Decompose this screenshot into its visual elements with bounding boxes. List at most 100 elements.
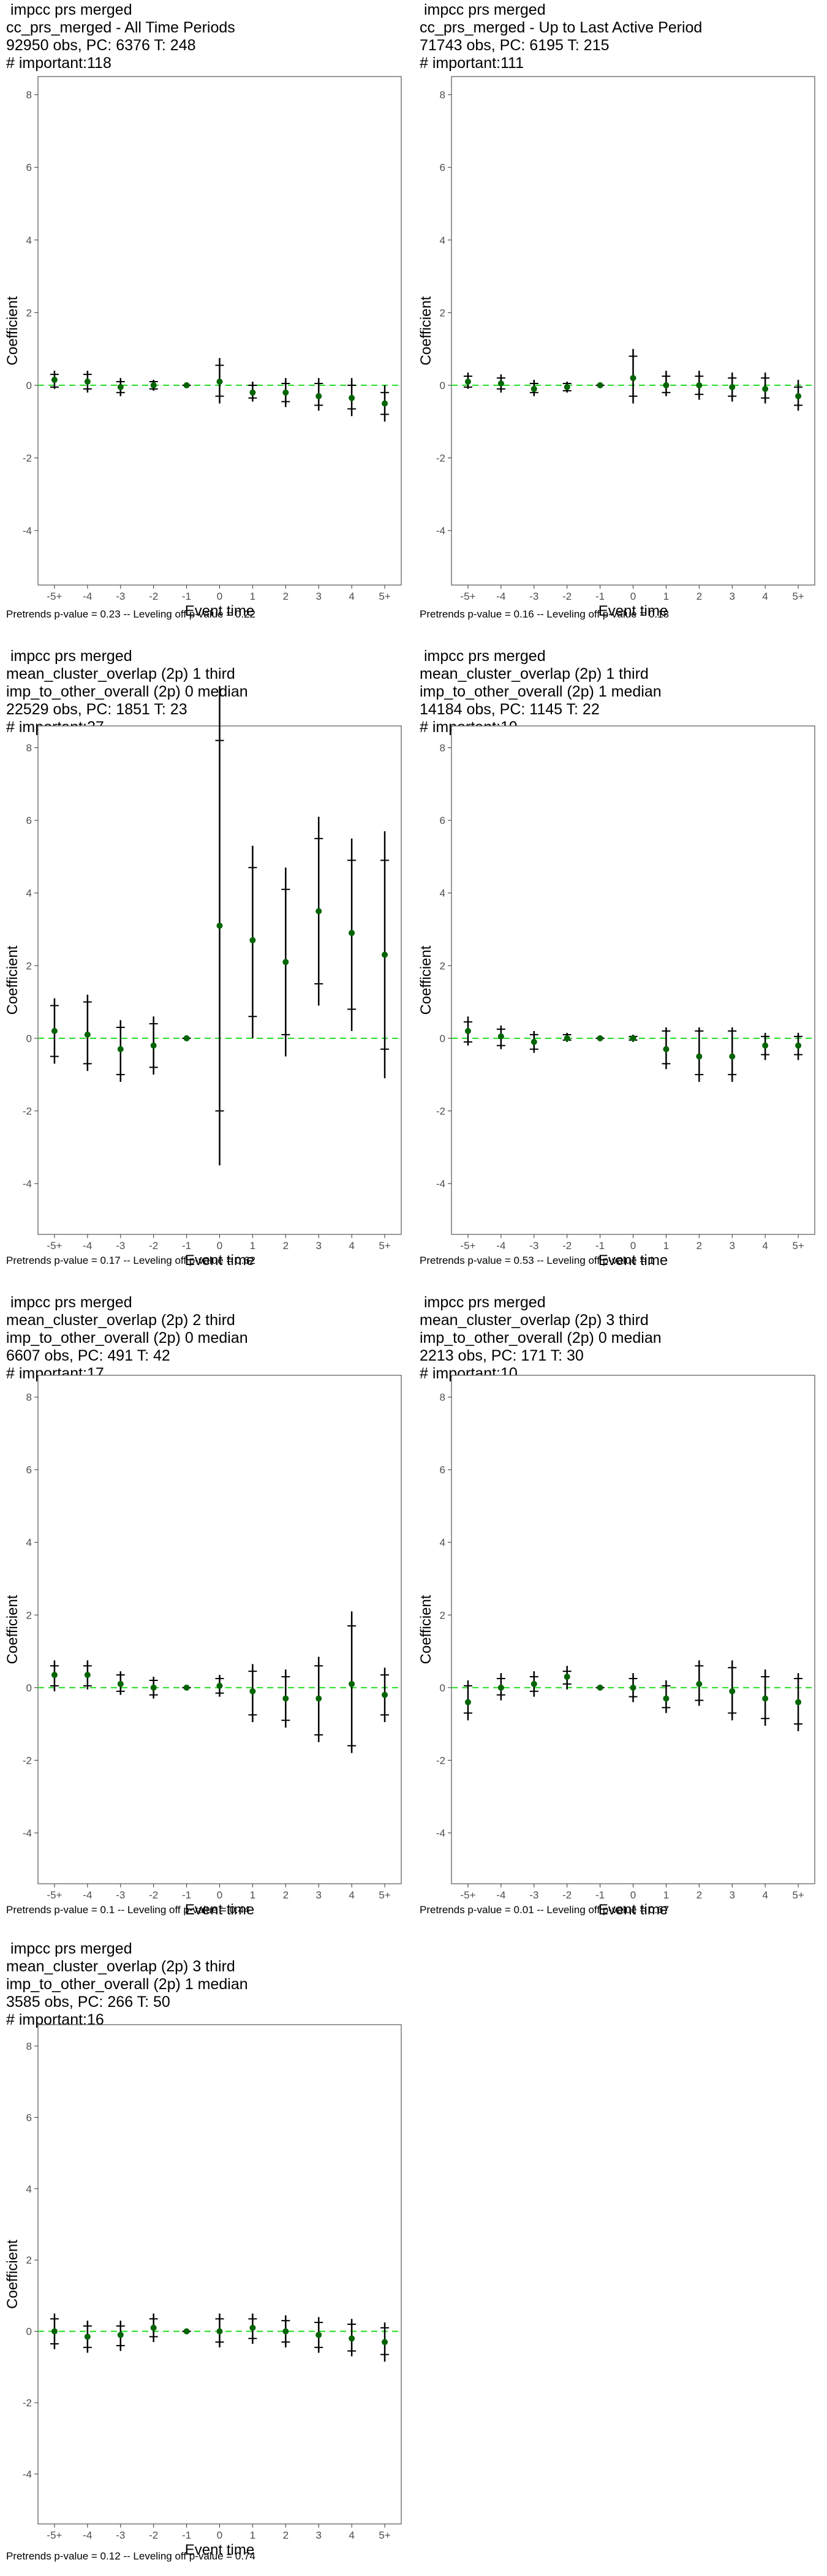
chart-title-line: impcc prs merged — [6, 1, 132, 18]
x-tick-label: 5+ — [792, 1889, 804, 1901]
x-tick-label: -3 — [116, 591, 125, 602]
chart-title-line: # important:118 — [6, 55, 111, 72]
chart-footer-pvalues: Pretrends p-value = 0.16 -- Leveling off… — [420, 608, 669, 620]
data-point — [382, 2339, 388, 2346]
x-tick-label: 3 — [315, 1889, 321, 1901]
x-tick-label: -4 — [83, 2529, 92, 2541]
y-axis-label: Coefficient — [418, 1595, 434, 1664]
chart-title-line: 22529 obs, PC: 1851 T: 23 — [6, 701, 187, 718]
x-tick-label: -2 — [562, 1240, 572, 1252]
y-tick-label: 2 — [440, 1609, 445, 1621]
x-tick-label: 0 — [217, 2529, 222, 2541]
chart-title-line: impcc prs merged — [420, 1294, 546, 1311]
x-tick-label: 1 — [663, 1240, 669, 1252]
y-tick-label: 2 — [440, 307, 445, 319]
data-point — [630, 375, 636, 382]
data-point — [249, 389, 256, 396]
x-tick-label: -5+ — [47, 1889, 62, 1901]
chart-plot: -4 -2 0 2 4 6 8 -5+ -4 -3 -2 -1 0 1 2 3 4 5+ Event time Coe… — [4, 76, 402, 619]
data-point — [150, 1684, 157, 1691]
chart-title-line: imp_to_other_overall (2p) 1 median — [6, 1976, 248, 1993]
data-point — [315, 908, 322, 915]
y-axis-label: Coefficient — [418, 296, 434, 365]
chart-title-line: cc_prs_merged - Up to Last Active Period — [420, 19, 703, 36]
y-tick-label: 4 — [440, 888, 445, 899]
x-tick-label: 0 — [217, 1889, 222, 1901]
data-point — [282, 2328, 289, 2335]
y-axis-label: Coefficient — [4, 296, 21, 365]
x-tick-label: 1 — [663, 1889, 669, 1901]
y-tick-label: -2 — [23, 1754, 32, 1766]
chart-panel: impcc prs merged cc_prs_merged - All Time… — [0, 0, 402, 637]
chart-footer-pvalues: Pretrends p-value = 0.01 -- Leveling off… — [420, 1904, 669, 1916]
data-point — [762, 1695, 769, 1702]
data-point — [150, 1042, 157, 1049]
data-point — [630, 1684, 636, 1691]
x-tick-label: -2 — [149, 1889, 158, 1901]
data-point — [117, 2332, 124, 2338]
data-point — [531, 1680, 537, 1687]
data-point — [497, 1684, 504, 1691]
x-tick-label: -1 — [182, 1889, 191, 1901]
data-point — [216, 379, 223, 385]
x-tick-label: -1 — [182, 2529, 191, 2541]
chart-title-line: impcc prs merged — [6, 1940, 132, 1957]
chart-panel: impcc prs merged cc_prs_merged - Up to La… — [414, 0, 815, 637]
y-tick-label: -2 — [436, 1754, 445, 1766]
x-tick-label: 3 — [729, 1889, 734, 1901]
data-point — [663, 1046, 670, 1052]
x-tick-label: 4 — [349, 591, 354, 602]
y-tick-label: 4 — [26, 1537, 32, 1549]
data-point — [150, 2324, 157, 2331]
y-tick-label: 8 — [26, 742, 32, 754]
chart-panel: impcc prs merged mean_cluster_overlap (2p… — [414, 646, 815, 1283]
x-axis-label: Event time — [185, 1902, 254, 1917]
data-point — [183, 382, 190, 388]
y-tick-label: -2 — [23, 1105, 32, 1117]
y-tick-label: 0 — [26, 1033, 32, 1044]
x-tick-label: -2 — [562, 591, 572, 602]
data-point — [382, 951, 388, 958]
chart-plot: -4 -2 0 2 4 6 8 -5+ -4 -3 -2 -1 0 1 2 3 4 5+ Event time Coe… — [4, 686, 402, 1268]
data-point — [282, 389, 289, 396]
data-point — [464, 379, 471, 385]
chart-title-line: 6607 obs, PC: 491 T: 42 — [6, 1347, 170, 1364]
y-tick-label: -4 — [23, 1827, 32, 1839]
data-point — [464, 1028, 471, 1034]
y-tick-label: 8 — [440, 742, 445, 754]
y-tick-label: 8 — [26, 1392, 32, 1403]
data-point — [183, 1035, 190, 1041]
x-tick-label: 1 — [250, 2529, 255, 2541]
chart-panel: impcc prs merged mean_cluster_overlap (2p… — [0, 1939, 402, 2576]
chart-panel: impcc prs merged mean_cluster_overlap (2p… — [414, 1293, 815, 1930]
data-point — [597, 1684, 603, 1691]
x-tick-label: 2 — [283, 2529, 289, 2541]
x-tick-label: 3 — [315, 1240, 321, 1252]
y-tick-label: -4 — [23, 525, 32, 537]
y-tick-label: 0 — [26, 1682, 32, 1694]
x-tick-label: -1 — [595, 1240, 605, 1252]
y-axis-label: Coefficient — [418, 945, 434, 1014]
y-tick-label: 0 — [440, 1682, 445, 1694]
y-tick-label: 4 — [26, 2183, 32, 2195]
data-point — [729, 1053, 736, 1060]
x-tick-label: 4 — [349, 1240, 354, 1252]
data-point — [464, 1699, 471, 1705]
x-tick-label: -2 — [562, 1889, 572, 1901]
x-axis-label: Event time — [599, 1902, 668, 1917]
x-tick-label: -4 — [496, 1889, 505, 1901]
chart-title-line: imp_to_other_overall (2p) 1 median — [420, 683, 662, 700]
chart-title-line: impcc prs merged — [420, 648, 546, 665]
x-tick-label: 2 — [697, 1240, 702, 1252]
x-tick-label: 4 — [762, 591, 768, 602]
y-tick-label: -2 — [436, 1105, 445, 1117]
data-point — [696, 1053, 703, 1060]
data-point — [531, 1038, 537, 1045]
x-axis-label: Event time — [599, 1252, 668, 1268]
x-tick-label: 3 — [729, 591, 734, 602]
y-tick-label: 8 — [26, 89, 32, 101]
x-tick-label: 5+ — [379, 591, 390, 602]
y-tick-label: -4 — [436, 1178, 445, 1190]
x-tick-label: 0 — [630, 591, 636, 602]
chart-title: impcc prs merged mean_cluster_overlap (2p… — [420, 648, 662, 736]
